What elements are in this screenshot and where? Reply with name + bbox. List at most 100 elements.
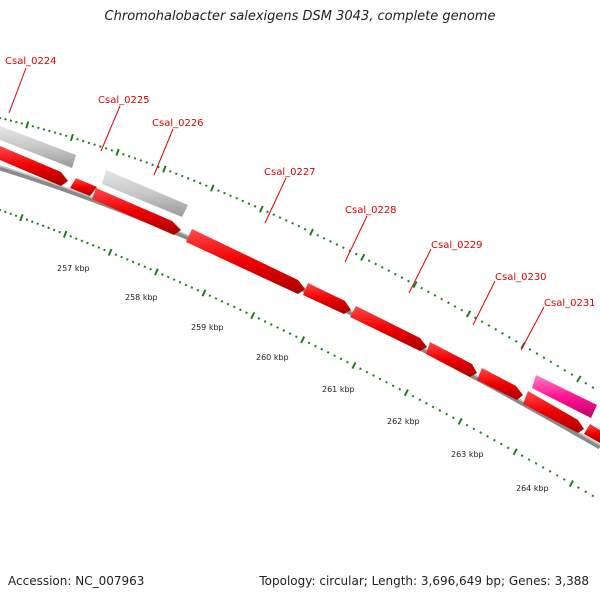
minor-tick (307, 341, 311, 345)
kbp-label: 264 kbp (516, 484, 549, 493)
minor-tick (110, 149, 114, 152)
minor-tick (314, 344, 317, 348)
gene-label-csal-0225[interactable]: Csal_0225 (98, 95, 150, 152)
gene-feature[interactable] (0, 126, 76, 168)
gene-feature[interactable] (426, 342, 477, 377)
gene-feature[interactable] (350, 306, 427, 351)
major-tick (576, 375, 582, 383)
gene-feature[interactable] (584, 424, 600, 443)
minor-tick (53, 131, 57, 134)
minor-tick (431, 405, 435, 409)
minor-tick (480, 320, 484, 324)
minor-tick (269, 323, 273, 326)
minor-tick (493, 438, 496, 442)
gene-feature[interactable] (186, 229, 305, 294)
minor-tick (278, 216, 282, 219)
minor-tick (322, 236, 326, 240)
gene-label-csal-0229[interactable]: Csal_0229 (408, 240, 483, 294)
minor-tick (378, 377, 382, 381)
minor-tick (217, 189, 220, 192)
major-tick (258, 205, 264, 213)
gene-feature[interactable] (523, 391, 584, 433)
gene-feature[interactable] (303, 283, 351, 314)
minor-tick (74, 237, 78, 240)
minor-tick (9, 119, 13, 122)
minor-tick (37, 126, 40, 130)
gene-label-csal-0226[interactable]: Csal_0226 (152, 118, 204, 176)
minor-tick (440, 297, 444, 301)
minor-tick (556, 364, 560, 368)
minor-tick (15, 120, 18, 124)
minor-tick (365, 370, 369, 374)
minor-tick (445, 412, 448, 416)
minor-tick (97, 246, 101, 249)
gene-label-csal-0224[interactable]: Csal_0224 (5, 56, 57, 114)
minor-tick (99, 145, 102, 148)
kbp-label: 257 kbp (57, 264, 90, 273)
minor-tick (196, 288, 200, 292)
minor-tick (380, 265, 384, 269)
minor-tick (542, 356, 546, 360)
minor-tick (320, 347, 324, 351)
minor-tick (184, 283, 188, 287)
gene-feature[interactable] (477, 368, 523, 400)
minor-tick (563, 368, 567, 372)
minor-tick (398, 387, 402, 391)
minor-tick (591, 494, 595, 498)
minor-tick (354, 252, 358, 256)
gene-label-csal-0227[interactable]: Csal_0227 (264, 167, 316, 224)
minor-tick (120, 255, 123, 259)
minor-tick (137, 263, 141, 266)
minor-tick (133, 157, 137, 160)
minor-tick (131, 260, 135, 264)
minor-tick (447, 301, 450, 305)
minor-tick (535, 352, 539, 355)
minor-tick (335, 243, 339, 246)
accession-text: Accession: NC_007963 (8, 574, 145, 588)
kbp-label: 263 kbp (451, 450, 484, 459)
minor-tick (528, 348, 532, 351)
major-tick (62, 230, 68, 238)
minor-tick (520, 454, 524, 457)
gene-feature[interactable] (0, 146, 68, 186)
minor-tick (104, 147, 108, 150)
gene-feature[interactable] (92, 188, 181, 235)
minor-tick (232, 305, 236, 309)
minor-tick (562, 478, 566, 481)
minor-tick (91, 244, 95, 247)
minor-tick (473, 316, 477, 320)
minor-tick (76, 137, 79, 141)
minor-tick (220, 299, 224, 303)
minor-tick (160, 273, 164, 276)
gene-feature[interactable] (532, 375, 597, 418)
gene-label-csal-0231[interactable]: Csal_0231 (520, 298, 596, 351)
minor-tick (514, 339, 518, 343)
minor-tick (329, 240, 332, 243)
gene-feature[interactable] (102, 170, 188, 217)
minor-tick (30, 220, 34, 223)
minor-tick (257, 317, 261, 320)
major-tick (568, 480, 574, 488)
kbp-label: 259 kbp (191, 323, 224, 332)
minor-tick (226, 302, 230, 306)
gene-feature[interactable] (70, 178, 97, 196)
major-tick (457, 417, 463, 425)
kbp-label: 262 kbp (387, 417, 420, 426)
major-tick (107, 248, 113, 256)
gene-label-csal-0228[interactable]: Csal_0228 (344, 205, 397, 263)
minor-tick (4, 210, 7, 214)
minor-tick (235, 196, 239, 200)
svg-text:Csal_0224: Csal_0224 (5, 56, 57, 67)
minor-tick (41, 224, 45, 228)
genome-backbone-highlight (0, 165, 600, 446)
minor-tick (420, 286, 424, 290)
outer-feature-track (0, 126, 597, 418)
gene-label-csal-0230[interactable]: Csal_0230 (472, 272, 547, 326)
minor-tick (208, 294, 212, 298)
minor-tick (427, 290, 430, 294)
minor-tick (288, 332, 292, 335)
minor-tick (166, 275, 170, 279)
minor-tick (247, 202, 251, 205)
minor-tick (239, 308, 242, 312)
